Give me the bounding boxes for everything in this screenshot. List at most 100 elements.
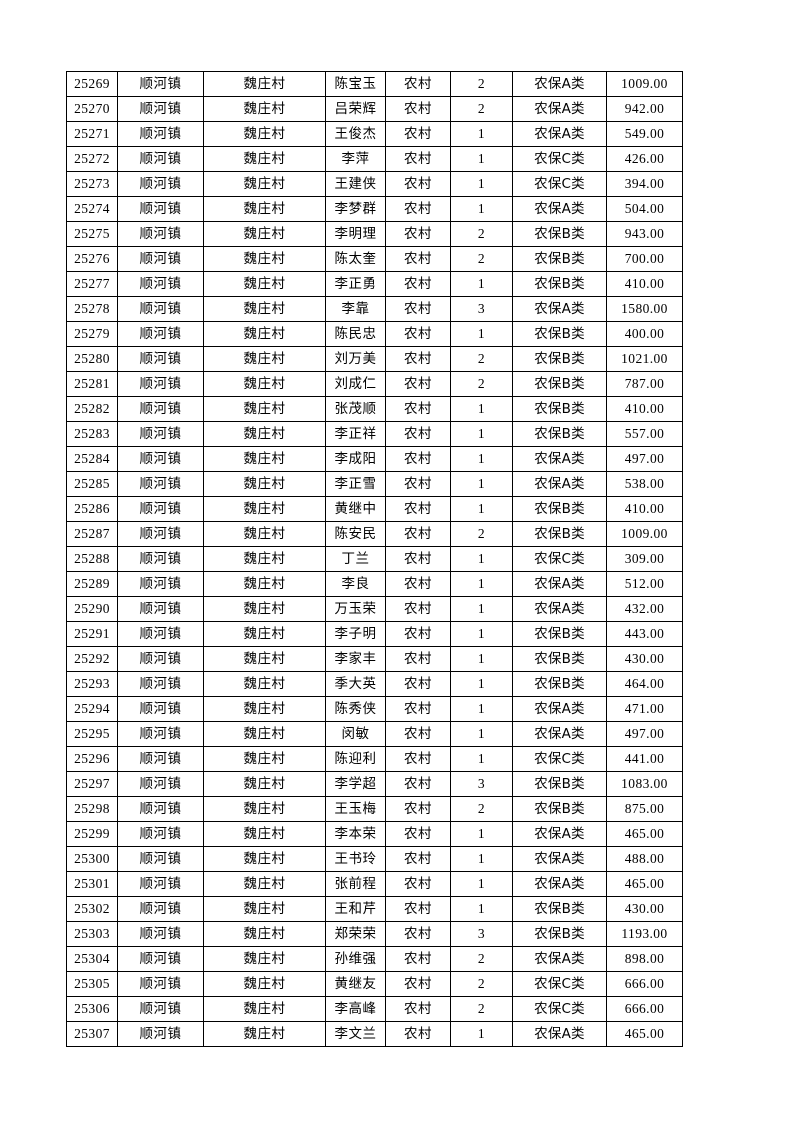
cell-serial-number: 25275	[66, 221, 118, 247]
cell-town: 顺河镇	[117, 171, 204, 197]
cell-town: 顺河镇	[117, 121, 204, 147]
cell-household-category: 农村	[385, 171, 451, 197]
cell-person-name: 丁兰	[325, 546, 386, 572]
cell-person-name: 李萍	[325, 146, 386, 172]
cell-insurance-type: 农保A类	[512, 471, 607, 497]
cell-town: 顺河镇	[117, 471, 204, 497]
cell-serial-number: 25270	[66, 96, 118, 122]
cell-amount: 394.00	[606, 171, 683, 197]
cell-amount: 666.00	[606, 971, 683, 997]
table-row: 25287 顺河镇 魏庄村 陈安民 农村 2 农保B类 1009.00	[66, 521, 683, 547]
cell-person-name: 王俊杰	[325, 121, 386, 147]
cell-town: 顺河镇	[117, 821, 204, 847]
cell-insurance-type: 农保C类	[512, 171, 607, 197]
table-row: 25277 顺河镇 魏庄村 李正勇 农村 1 农保B类 410.00	[66, 271, 683, 297]
cell-household-category: 农村	[385, 646, 451, 672]
cell-amount: 1009.00	[606, 521, 683, 547]
cell-town: 顺河镇	[117, 196, 204, 222]
cell-amount: 430.00	[606, 896, 683, 922]
cell-town: 顺河镇	[117, 371, 204, 397]
cell-household-category: 农村	[385, 71, 451, 97]
cell-town: 顺河镇	[117, 621, 204, 647]
cell-town: 顺河镇	[117, 971, 204, 997]
cell-amount: 410.00	[606, 271, 683, 297]
table-row: 25300 顺河镇 魏庄村 王书玲 农村 1 农保A类 488.00	[66, 846, 683, 872]
cell-town: 顺河镇	[117, 571, 204, 597]
cell-person-count: 1	[450, 546, 513, 572]
table-row: 25275 顺河镇 魏庄村 李明理 农村 2 农保B类 943.00	[66, 221, 683, 247]
table-row: 25302 顺河镇 魏庄村 王和芹 农村 1 农保B类 430.00	[66, 896, 683, 922]
cell-person-name: 李正雪	[325, 471, 386, 497]
cell-person-count: 2	[450, 71, 513, 97]
cell-household-category: 农村	[385, 346, 451, 372]
cell-person-name: 陈宝玉	[325, 71, 386, 97]
cell-insurance-type: 农保B类	[512, 346, 607, 372]
cell-serial-number: 25281	[66, 371, 118, 397]
cell-town: 顺河镇	[117, 96, 204, 122]
cell-insurance-type: 农保B类	[512, 221, 607, 247]
cell-insurance-type: 农保A类	[512, 571, 607, 597]
table-row: 25284 顺河镇 魏庄村 李成阳 农村 1 农保A类 497.00	[66, 446, 683, 472]
cell-serial-number: 25296	[66, 746, 118, 772]
table-row: 25301 顺河镇 魏庄村 张前程 农村 1 农保A类 465.00	[66, 871, 683, 897]
cell-person-name: 李学超	[325, 771, 386, 797]
cell-amount: 512.00	[606, 571, 683, 597]
cell-amount: 465.00	[606, 821, 683, 847]
cell-household-category: 农村	[385, 696, 451, 722]
cell-person-name: 李靠	[325, 296, 386, 322]
cell-person-count: 2	[450, 346, 513, 372]
cell-person-name: 张前程	[325, 871, 386, 897]
cell-person-name: 王和芹	[325, 896, 386, 922]
cell-village: 魏庄村	[203, 771, 326, 797]
cell-person-count: 2	[450, 246, 513, 272]
cell-serial-number: 25282	[66, 396, 118, 422]
cell-household-category: 农村	[385, 1021, 451, 1047]
cell-household-category: 农村	[385, 996, 451, 1022]
cell-serial-number: 25286	[66, 496, 118, 522]
cell-serial-number: 25298	[66, 796, 118, 822]
table-row: 25278 顺河镇 魏庄村 李靠 农村 3 农保A类 1580.00	[66, 296, 683, 322]
table-row: 25270 顺河镇 魏庄村 吕荣辉 农村 2 农保A类 942.00	[66, 96, 683, 122]
cell-serial-number: 25306	[66, 996, 118, 1022]
cell-amount: 875.00	[606, 796, 683, 822]
cell-household-category: 农村	[385, 296, 451, 322]
cell-insurance-type: 农保A类	[512, 696, 607, 722]
table-row: 25273 顺河镇 魏庄村 王建侠 农村 1 农保C类 394.00	[66, 171, 683, 197]
cell-insurance-type: 农保C类	[512, 996, 607, 1022]
table-row: 25276 顺河镇 魏庄村 陈太奎 农村 2 农保B类 700.00	[66, 246, 683, 272]
cell-person-count: 1	[450, 671, 513, 697]
cell-town: 顺河镇	[117, 221, 204, 247]
cell-serial-number: 25287	[66, 521, 118, 547]
cell-insurance-type: 农保B类	[512, 271, 607, 297]
cell-person-name: 孙维强	[325, 946, 386, 972]
cell-insurance-type: 农保A类	[512, 946, 607, 972]
cell-person-name: 李家丰	[325, 646, 386, 672]
cell-insurance-type: 农保A类	[512, 596, 607, 622]
cell-person-name: 王玉梅	[325, 796, 386, 822]
cell-village: 魏庄村	[203, 646, 326, 672]
cell-amount: 465.00	[606, 871, 683, 897]
table-row: 25293 顺河镇 魏庄村 季大英 农村 1 农保B类 464.00	[66, 671, 683, 697]
cell-village: 魏庄村	[203, 671, 326, 697]
cell-town: 顺河镇	[117, 271, 204, 297]
cell-village: 魏庄村	[203, 721, 326, 747]
cell-serial-number: 25299	[66, 821, 118, 847]
cell-amount: 700.00	[606, 246, 683, 272]
cell-amount: 1021.00	[606, 346, 683, 372]
cell-amount: 309.00	[606, 546, 683, 572]
cell-insurance-type: 农保A类	[512, 121, 607, 147]
table-row: 25274 顺河镇 魏庄村 李梦群 农村 1 农保A类 504.00	[66, 196, 683, 222]
cell-village: 魏庄村	[203, 271, 326, 297]
cell-household-category: 农村	[385, 846, 451, 872]
cell-village: 魏庄村	[203, 146, 326, 172]
cell-village: 魏庄村	[203, 596, 326, 622]
table-row: 25292 顺河镇 魏庄村 李家丰 农村 1 农保B类 430.00	[66, 646, 683, 672]
cell-serial-number: 25301	[66, 871, 118, 897]
cell-person-count: 1	[450, 196, 513, 222]
cell-household-category: 农村	[385, 746, 451, 772]
cell-household-category: 农村	[385, 396, 451, 422]
cell-serial-number: 25285	[66, 471, 118, 497]
cell-amount: 497.00	[606, 446, 683, 472]
cell-town: 顺河镇	[117, 346, 204, 372]
